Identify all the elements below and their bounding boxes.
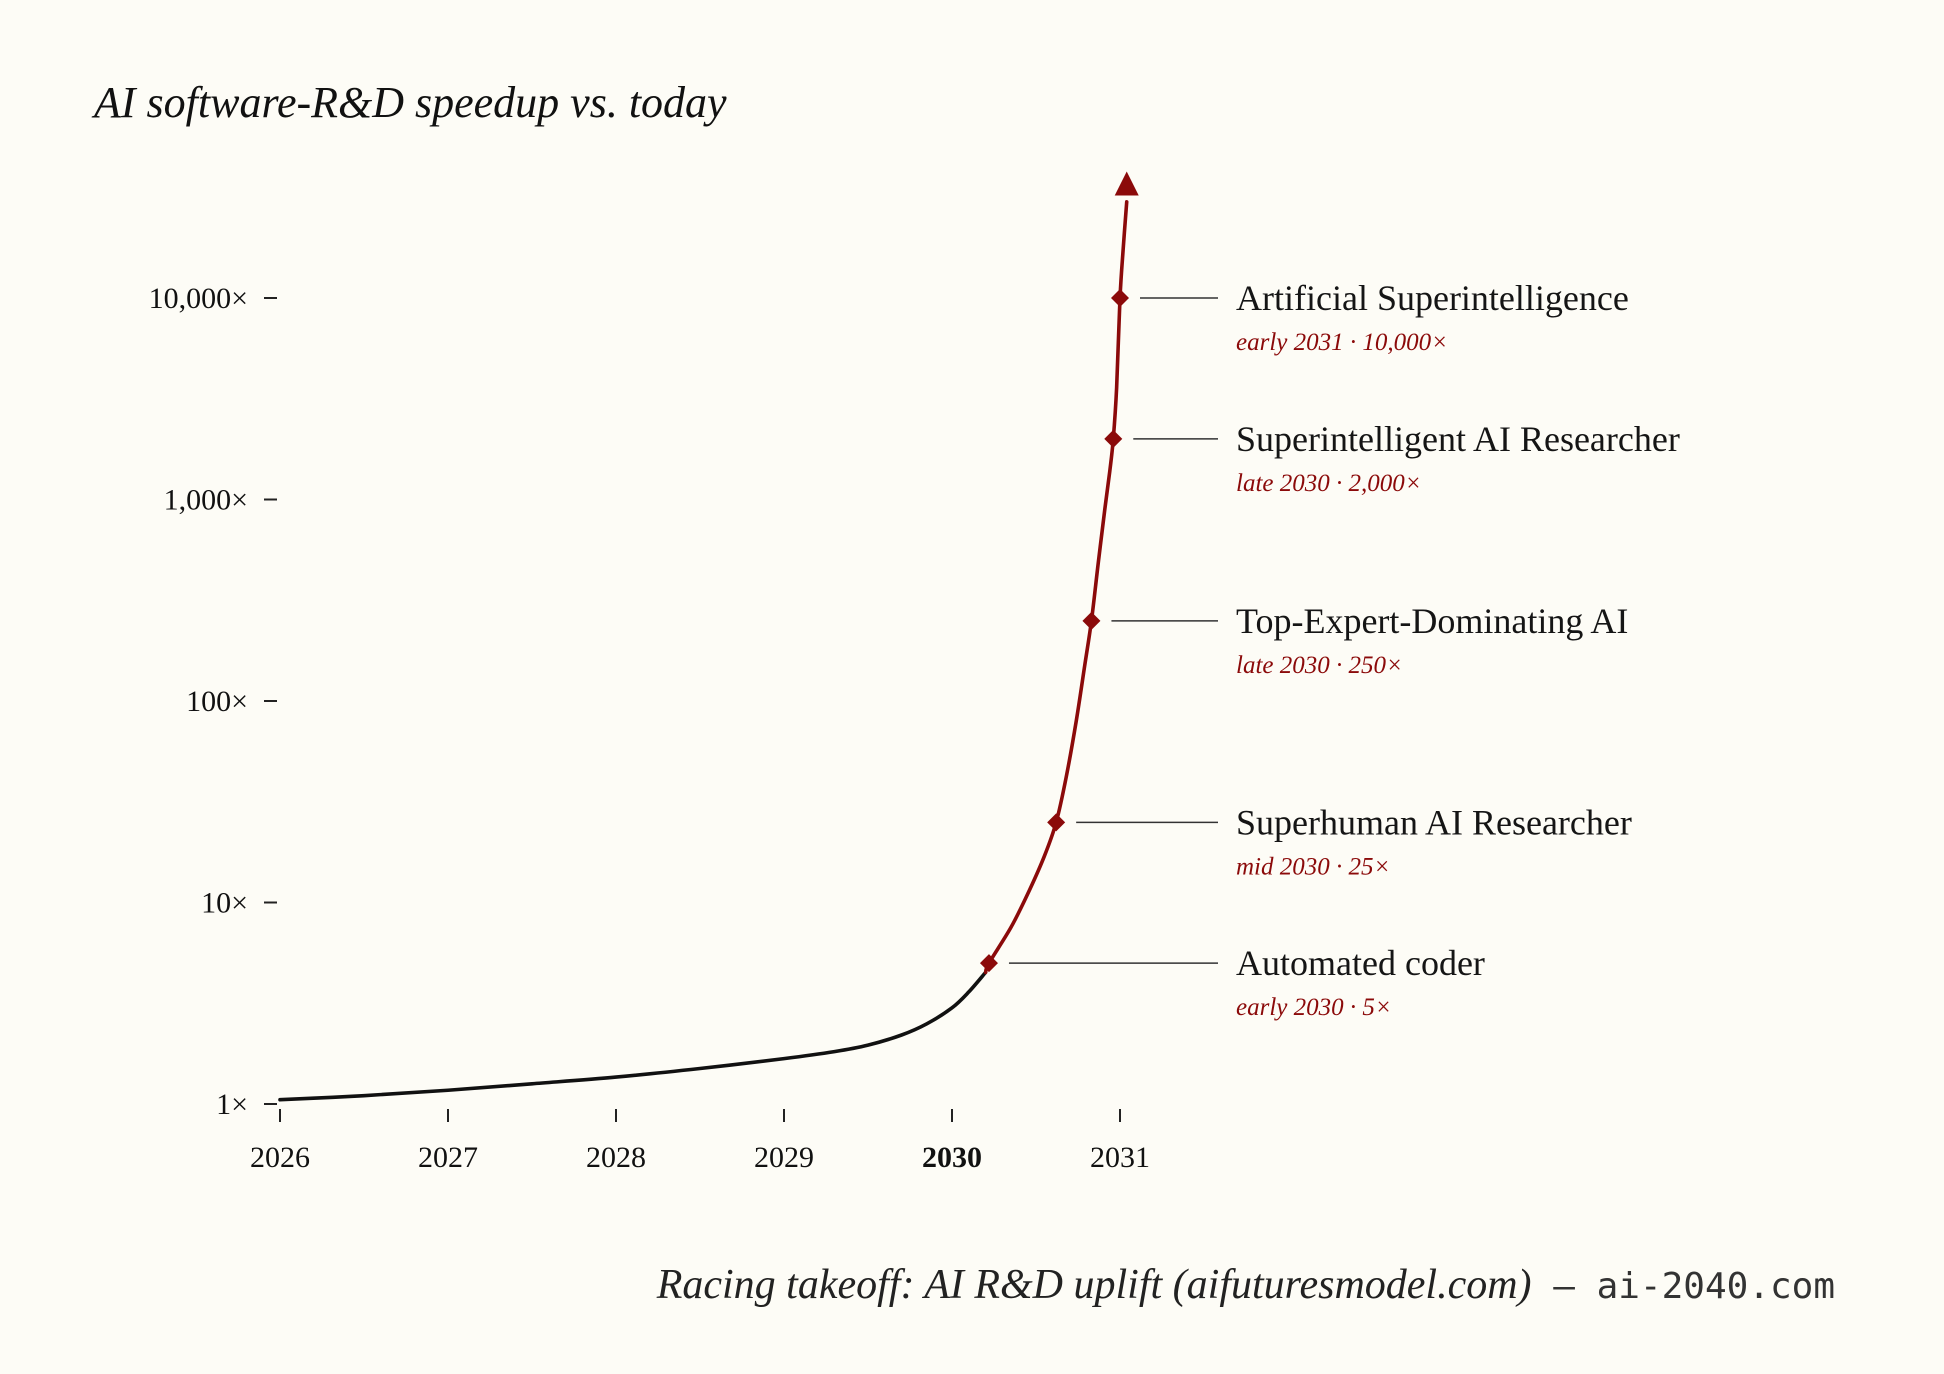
milestone-layer: Automated coder early 2030 · 5× Superhuman… <box>979 278 1680 1021</box>
footer-credit: Racing takeoff: AI R&D uplift (aifutures… <box>656 1262 1835 1308</box>
milestone-name: Superintelligent AI Researcher <box>1236 419 1680 459</box>
milestone-name: Superhuman AI Researcher <box>1236 802 1632 842</box>
milestone-marker <box>1047 813 1066 832</box>
milestone-detail: early 2031 · 10,000× <box>1236 329 1448 356</box>
series-line-pre-automation <box>278 970 988 1102</box>
y-tick-label: 10× <box>201 887 248 920</box>
y-axis: 1× 10× 100× 1,000× 10,000× <box>149 282 277 1121</box>
milestone-name: Artificial Superintelligence <box>1236 278 1629 318</box>
milestone-marker <box>979 954 998 973</box>
footer-site: ai-2040.com <box>1597 1266 1835 1307</box>
x-axis: 2026 2027 2028 2029 2030 2031 <box>250 1109 1150 1174</box>
x-tick-label: 2027 <box>418 1141 478 1174</box>
milestone-detail: mid 2030 · 25× <box>1236 853 1390 880</box>
series-line-takeoff <box>983 200 1129 975</box>
y-tick-label: 100× <box>186 685 248 718</box>
footer-separator: – <box>1532 1266 1597 1307</box>
y-tick-label: 1× <box>216 1088 248 1121</box>
footer-source: Racing takeoff: AI R&D uplift (aifutures… <box>656 1262 1532 1308</box>
x-tick-label: 2030 <box>922 1141 982 1174</box>
x-tick-label: 2029 <box>754 1141 814 1174</box>
milestone-detail: early 2030 · 5× <box>1236 994 1392 1021</box>
milestone-marker <box>1104 429 1123 448</box>
y-tick-label: 1,000× <box>164 484 248 517</box>
milestone-marker <box>1082 611 1101 630</box>
x-tick-label: 2028 <box>586 1141 646 1174</box>
milestone-detail: late 2030 · 2,000× <box>1236 470 1422 497</box>
chart-title: AI software-R&D speedup vs. today <box>91 78 727 127</box>
milestone-name: Automated coder <box>1236 943 1485 983</box>
y-tick-label: 10,000× <box>149 282 248 315</box>
milestone-marker <box>1111 289 1129 307</box>
series-layer <box>278 171 1139 1102</box>
takeoff-arrow-icon <box>1114 171 1139 196</box>
milestone-name: Top-Expert-Dominating AI <box>1236 601 1628 641</box>
x-tick-label: 2031 <box>1090 1141 1150 1174</box>
milestone-detail: late 2030 · 250× <box>1236 652 1403 679</box>
x-tick-label: 2026 <box>250 1141 310 1174</box>
